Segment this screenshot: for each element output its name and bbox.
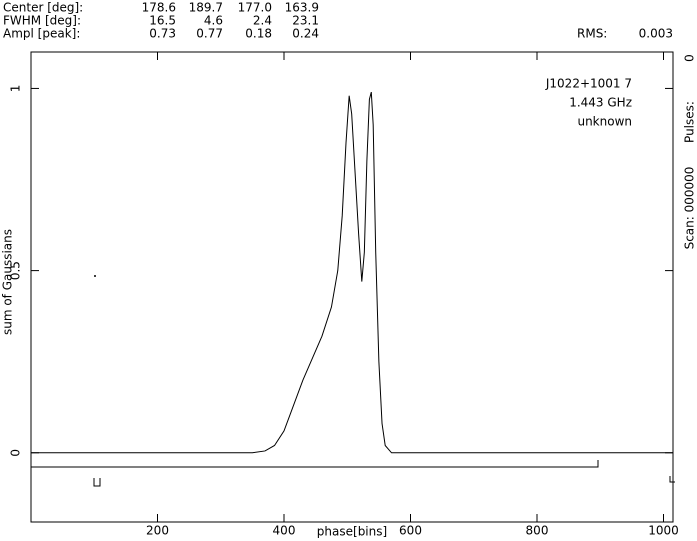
- table-label: FWHM [deg]:: [3, 14, 81, 28]
- dot: [94, 275, 96, 277]
- plot-frame: [30, 51, 674, 523]
- y-tick-label: 0.5: [9, 261, 23, 280]
- table-cell: 2.4: [253, 14, 272, 28]
- table-cell: 0.24: [292, 27, 319, 41]
- table-label: Center [deg]:: [3, 1, 83, 15]
- table-cell: 4.6: [204, 14, 223, 28]
- scan-label: Scan: 000000: [683, 167, 697, 250]
- table-cell: 177.0: [238, 1, 272, 15]
- marker: [669, 476, 675, 483]
- x-tick-label: 200: [146, 524, 169, 538]
- y-axis-label: sum of Gaussians: [1, 229, 15, 335]
- marker: [93, 478, 101, 487]
- annotation: 1.443 GHz: [569, 96, 632, 110]
- x-axis-label: phase[bins]: [317, 525, 387, 539]
- table-cell: 0.73: [149, 27, 176, 41]
- table-label: Ampl [peak]:: [3, 27, 80, 41]
- table-cell: 23.1: [292, 14, 319, 28]
- table-cell: 0.77: [196, 27, 223, 41]
- annotation: J1022+1001 7: [545, 77, 632, 91]
- table-cell: 0.18: [245, 27, 272, 41]
- pulses-label: Pulses:: [683, 101, 697, 143]
- x-tick-label: 800: [526, 524, 549, 538]
- annotation: unknown: [577, 115, 632, 129]
- y-tick-label: 0: [9, 449, 23, 457]
- x-tick-label: 600: [399, 524, 422, 538]
- x-tick-label: 1000: [648, 524, 679, 538]
- window-bracket: [30, 460, 599, 468]
- table-cell: 163.9: [285, 1, 319, 15]
- rms-label: RMS:: [577, 27, 607, 41]
- table-cell: 178.6: [142, 1, 176, 15]
- x-tick-label: 400: [273, 524, 296, 538]
- table-cell: 189.7: [189, 1, 223, 15]
- pulses-count: 0: [683, 54, 697, 62]
- table-cell: 16.5: [149, 14, 176, 28]
- profile-line: [31, 91, 673, 454]
- rms-value: 0.003: [639, 27, 673, 41]
- y-tick-label: 1: [9, 85, 23, 93]
